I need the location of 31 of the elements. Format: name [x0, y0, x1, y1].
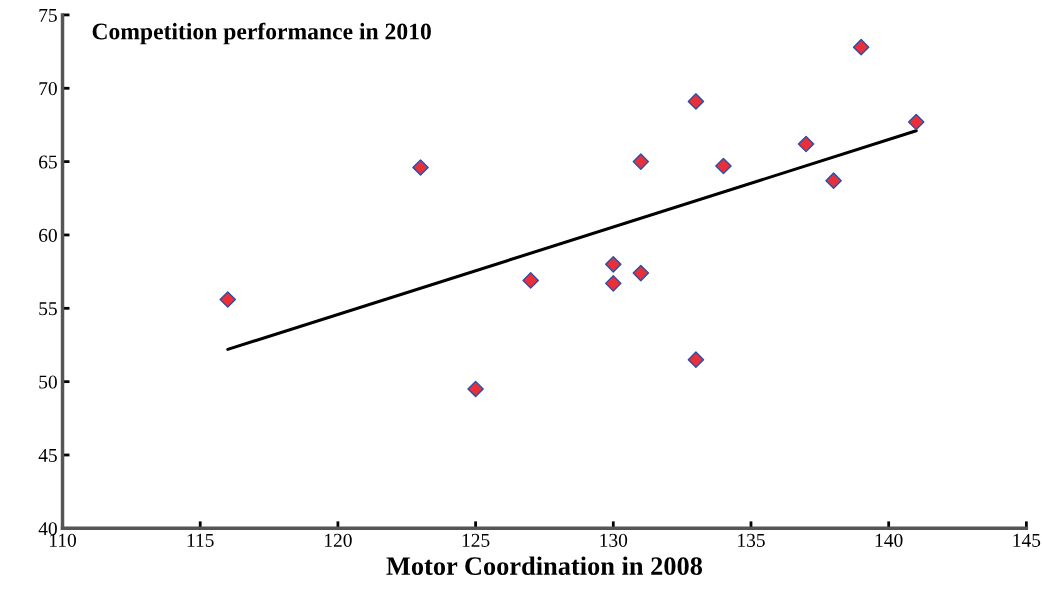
x-axis-title: Motor Coordination in 2008	[386, 556, 703, 575]
x-tick-label: 125	[462, 533, 490, 547]
x-tick-label: 130	[600, 533, 628, 547]
point	[715, 157, 732, 175]
point	[467, 380, 484, 398]
point	[522, 272, 539, 289]
x-tick-label: 120	[325, 533, 352, 547]
point	[687, 93, 705, 110]
y-tick-label: 70	[39, 82, 57, 96]
y-axis-title: Competition performance in 2010	[92, 22, 431, 45]
point	[632, 264, 650, 282]
point	[219, 291, 237, 308]
y-tick-label: 45	[38, 448, 57, 462]
point	[412, 159, 429, 176]
x-tick-label: 140	[875, 533, 903, 547]
y-tick-label: 65	[39, 155, 57, 169]
point	[907, 113, 925, 131]
point	[825, 172, 842, 189]
x-tick-label: 135	[738, 533, 765, 547]
point	[604, 255, 622, 273]
x-tick-label: 145	[1013, 533, 1041, 547]
point	[604, 275, 622, 292]
point	[632, 153, 650, 170]
point	[797, 135, 815, 153]
x-tick-label: 115	[187, 533, 214, 547]
y-tick-label: 50	[39, 375, 57, 389]
point	[852, 38, 870, 56]
y-tick-label: 60	[39, 228, 57, 242]
y-tick-label: 75	[39, 8, 57, 22]
point	[687, 351, 705, 368]
y-tick-label: 55	[39, 302, 57, 316]
